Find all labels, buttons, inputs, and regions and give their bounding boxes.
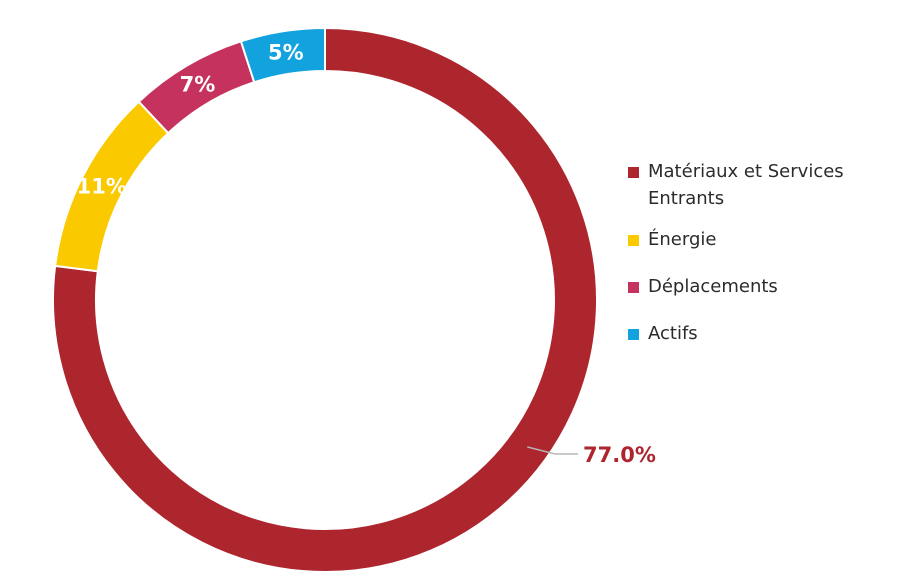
legend-label: Déplacements [648,276,778,297]
slice-materiaux-et-services-entrants [52,26,598,573]
legend-item-actifs: Actifs [628,320,898,347]
chart-legend: Matériaux et Services Entrants Énergie Dép… [628,158,898,367]
data-label-energie: 11% [77,174,127,198]
legend-item-deplacements: Déplacements [628,273,898,300]
legend-swatch [628,235,639,246]
legend-label: Actifs [648,323,698,344]
legend-label: Énergie [648,229,717,250]
legend-item-energie: Énergie [628,226,898,253]
data-label-materiaux-et-services-entrants: 77.0% [583,443,656,467]
data-label-actifs: 5% [268,41,304,65]
slice-actifs [239,26,326,84]
legend-swatch [628,167,639,178]
legend-swatch [628,282,639,293]
legend-label: Matériaux et Services Entrants [648,161,844,209]
data-label-deplacements: 7% [180,72,216,96]
legend-swatch [628,329,639,340]
callout-line [527,446,578,455]
legend-item-materiaux-et-services-entrants: Matériaux et Services Entrants [628,158,898,212]
